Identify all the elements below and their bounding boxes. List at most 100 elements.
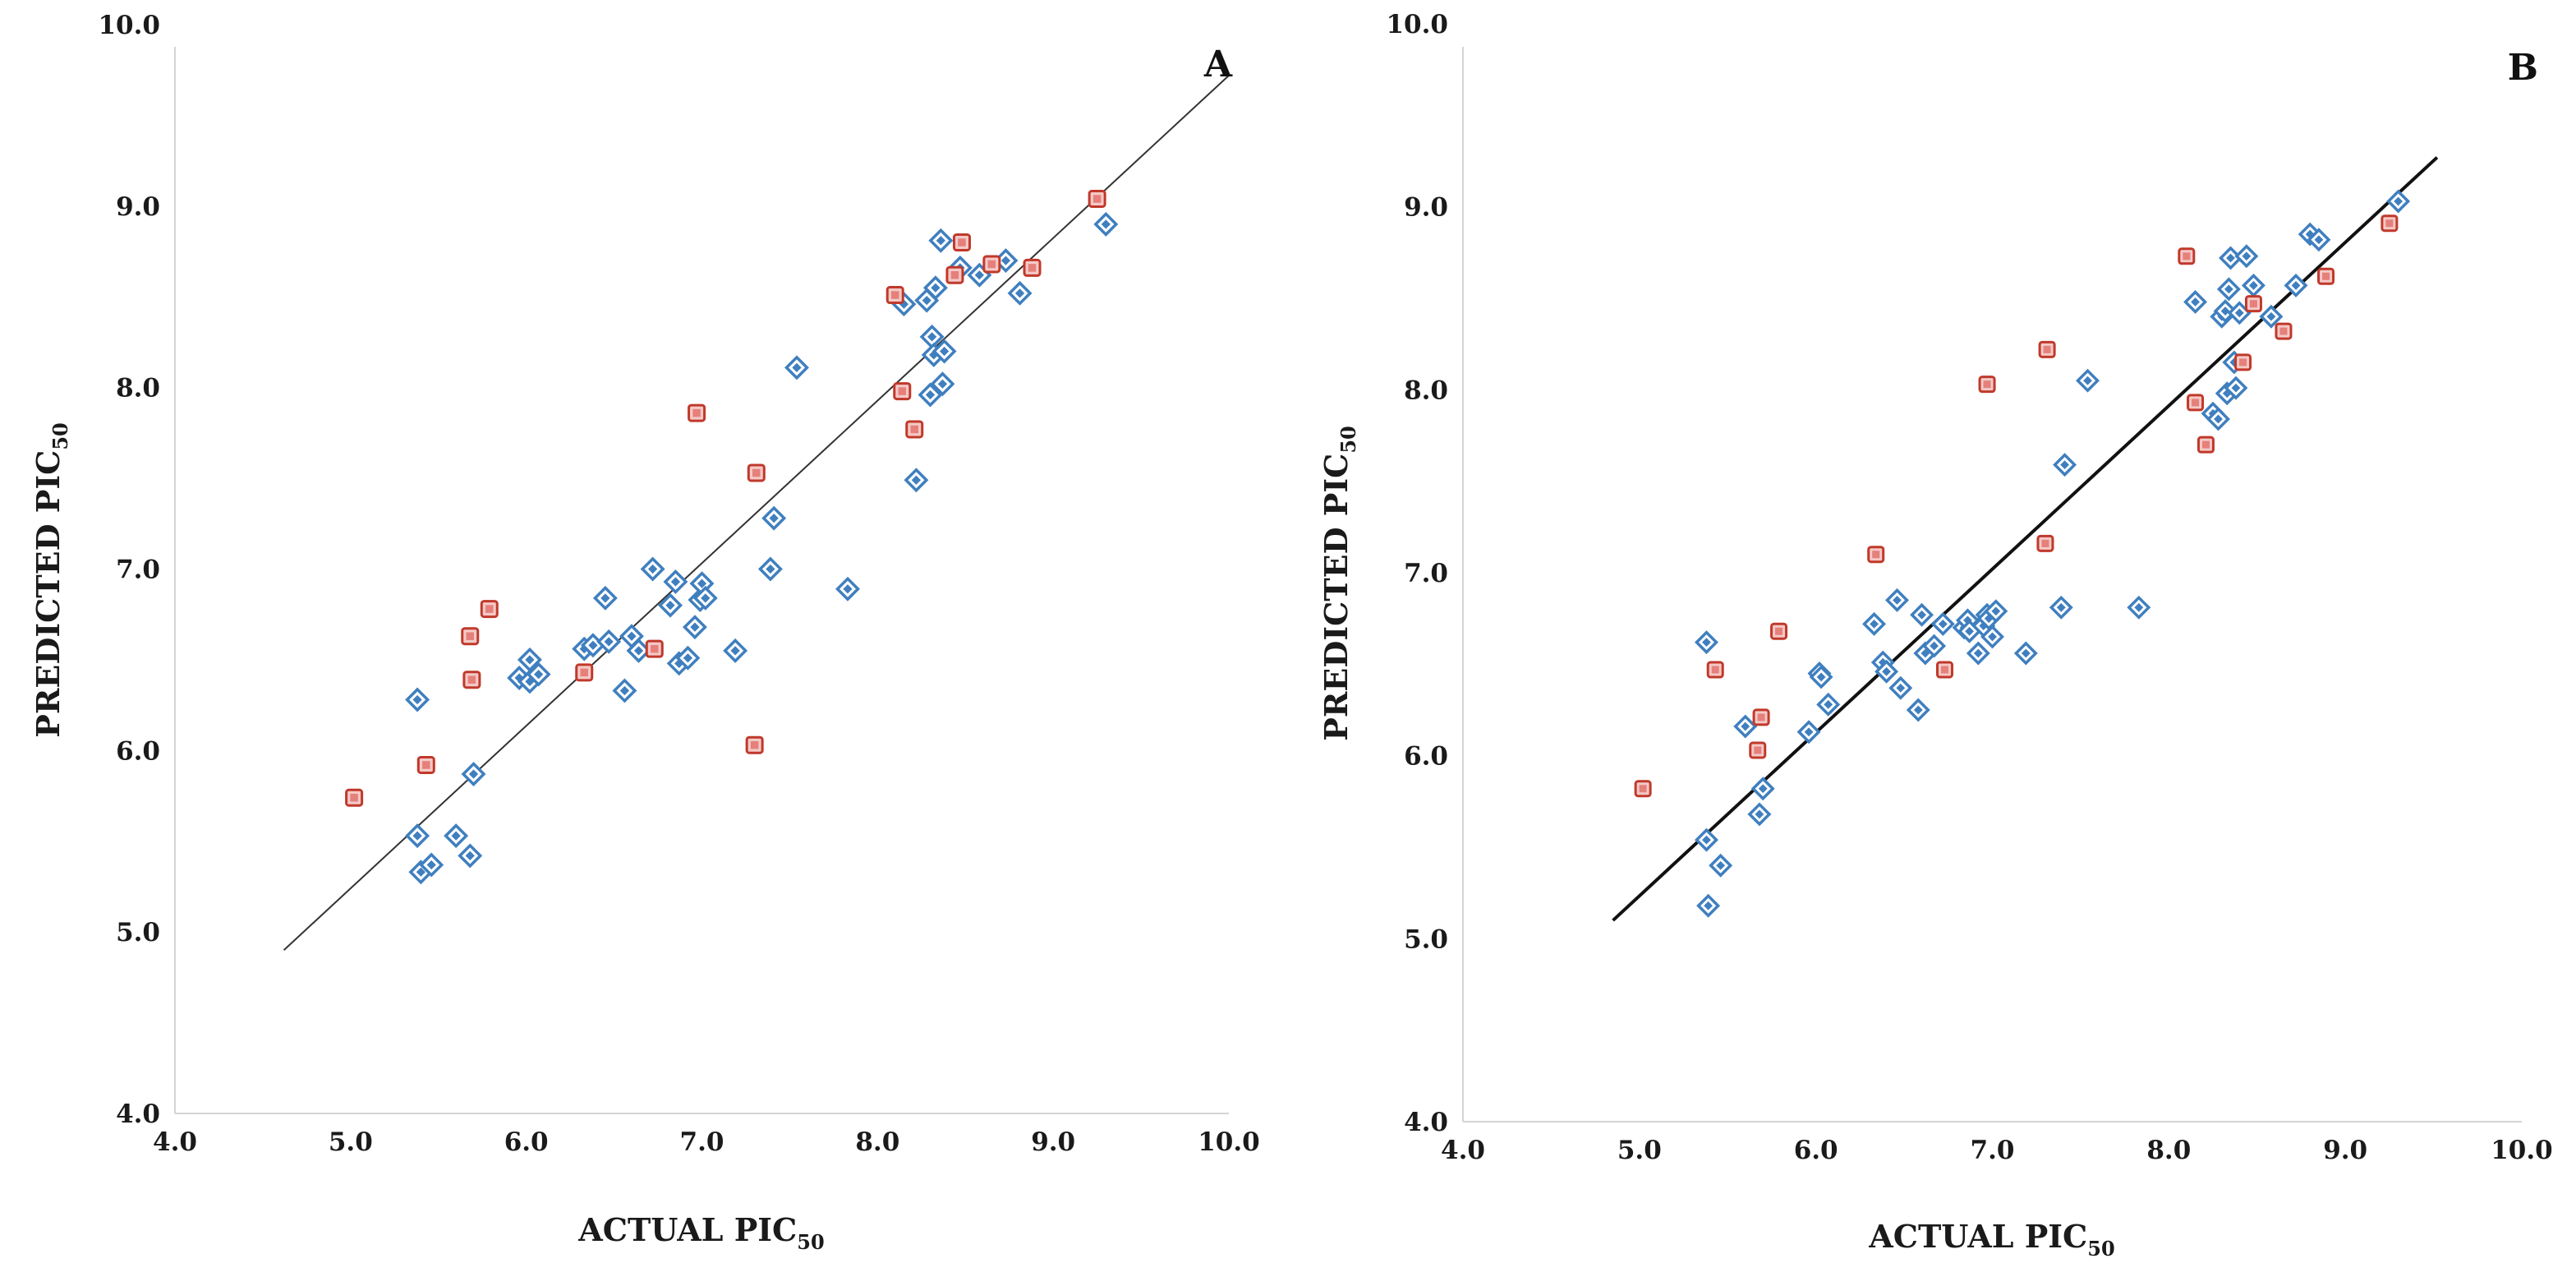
y-tick-label: 8.0 (1404, 376, 1448, 405)
panel-a-y-axis-title-sub: 50 (48, 422, 72, 449)
training-point (1930, 611, 1955, 636)
test-point (688, 403, 706, 422)
panel-b-y-axis-title-sub: 50 (1336, 426, 1360, 453)
y-tick-label: 10.0 (98, 11, 160, 40)
test-point (1770, 622, 1788, 640)
training-point (2234, 244, 2259, 269)
training-point (640, 556, 665, 582)
training-point (2183, 289, 2208, 314)
x-tick-label: 4.0 (153, 1127, 197, 1157)
panel-a-x-axis-title: ACTUAL PIC50 (577, 1211, 824, 1254)
training-point (930, 371, 955, 397)
training-point (2206, 407, 2230, 431)
training-point (682, 615, 707, 640)
y-tick-label: 4.0 (116, 1099, 160, 1129)
training-point (1750, 777, 1775, 801)
test-point (645, 639, 664, 658)
test-point (480, 600, 499, 619)
panel-a-trendline (283, 75, 1230, 951)
training-point (1910, 602, 1934, 627)
test-point (2234, 353, 2252, 371)
test-point (2038, 340, 2056, 358)
training-point (1709, 853, 1733, 878)
panel-a-y-axis-title-main: PREDICTED PIC (30, 450, 67, 738)
training-point (1796, 720, 1821, 744)
x-tick-label: 10.0 (2491, 1136, 2553, 1165)
training-point (596, 629, 622, 654)
training-point (1694, 827, 1718, 852)
training-point (405, 687, 430, 712)
training-point (419, 852, 444, 878)
test-point (2380, 214, 2399, 233)
training-point (1922, 634, 1947, 658)
test-point (345, 788, 364, 807)
panel-b-x-axis-title-main: ACTUAL PIC (1868, 1218, 2087, 1255)
panel-a-x-axis-title-main: ACTUAL PIC (577, 1211, 797, 1248)
training-point (835, 576, 860, 602)
panel-b-label: B (2508, 47, 2538, 89)
test-point (2178, 247, 2196, 265)
training-point (1093, 211, 1119, 237)
x-tick-label: 5.0 (1617, 1136, 1662, 1165)
x-tick-label: 8.0 (2146, 1136, 2191, 1165)
training-point (626, 638, 651, 663)
training-point (2307, 228, 2331, 252)
y-tick-label: 9.0 (116, 192, 160, 222)
test-point (1706, 661, 1724, 679)
training-point (1874, 659, 1899, 684)
x-tick-label: 9.0 (2323, 1136, 2367, 1165)
training-point (1984, 599, 2008, 624)
test-point (982, 255, 1001, 274)
panel-a-ticks: 4.0 5.0 6.0 7.0 8.0 9.0 10.0 4.0 5.0 6.0 7.0 8.0 9.0… (98, 11, 1259, 1157)
test-point (886, 286, 904, 305)
training-point (784, 355, 809, 380)
training-point (723, 638, 748, 663)
training-point (2386, 189, 2411, 214)
training-point (2216, 277, 2241, 302)
training-point (2213, 299, 2238, 324)
panel-b-ticks: 4.0 5.0 6.0 7.0 8.0 9.0 10.0 4.0 5.0 6.0 7.0 8.0 9.0… (1386, 10, 2552, 1165)
training-point (526, 661, 551, 687)
training-point (761, 505, 787, 531)
chart-panel-b: 4.0 5.0 6.0 7.0 8.0 9.0 10.0 4.0 5.0 6.0 7.0 8.0 9.0… (1318, 10, 2553, 1261)
test-point (2317, 267, 2335, 285)
test-point (461, 627, 480, 646)
panel-b-x-axis-title: ACTUAL PIC50 (1868, 1218, 2114, 1261)
panel-b-points (1634, 189, 2411, 918)
test-point (747, 463, 766, 482)
training-point (1862, 611, 1887, 636)
training-point (922, 275, 948, 301)
y-tick-label: 6.0 (1404, 742, 1448, 772)
y-tick-label: 5.0 (1404, 924, 1448, 954)
training-point (1007, 280, 1033, 306)
y-tick-label: 7.0 (116, 555, 160, 585)
training-point (461, 762, 486, 787)
x-tick-label: 10.0 (1198, 1127, 1260, 1157)
y-tick-label: 7.0 (1404, 559, 1448, 588)
test-point (745, 735, 764, 754)
training-point (1747, 802, 1772, 827)
panel-a-x-axis-title-sub: 50 (797, 1230, 824, 1254)
test-point (1634, 780, 1652, 798)
test-point (2196, 436, 2215, 454)
test-point (1749, 741, 1767, 759)
training-point (904, 468, 929, 493)
training-point (2013, 641, 2038, 666)
training-point (2049, 595, 2073, 620)
training-point (2127, 595, 2151, 620)
training-point (663, 569, 688, 594)
y-tick-label: 10.0 (1386, 10, 1448, 39)
test-point (893, 382, 912, 401)
training-point (919, 324, 945, 349)
training-point (2259, 304, 2284, 329)
training-point (444, 823, 469, 849)
x-tick-label: 6.0 (504, 1127, 549, 1157)
panel-b-y-axis-title-main: PREDICTED PIC (1318, 454, 1355, 741)
x-tick-label: 4.0 (1441, 1136, 1485, 1165)
training-point (1733, 714, 1758, 739)
panel-b-x-axis-title-sub: 50 (2087, 1237, 2114, 1261)
training-point (757, 556, 783, 582)
test-point (1023, 258, 1042, 277)
training-point (2224, 376, 2248, 400)
